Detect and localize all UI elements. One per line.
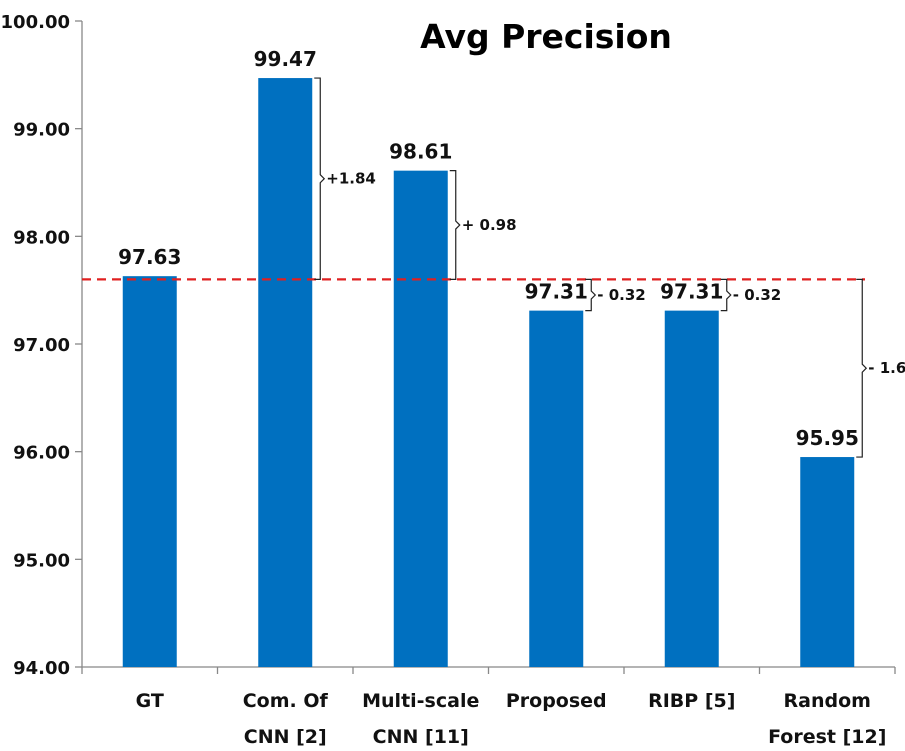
x-tick-label: Com. Of: [243, 690, 329, 712]
data-labels: 97.63 99.47 98.61 97.31 97.31 95.95: [118, 47, 859, 450]
y-tick-label: 100.00: [1, 12, 70, 33]
x-tick-label: Forest [12]: [768, 726, 886, 748]
y-tick-label: 95.00: [13, 550, 70, 571]
x-tick-labels: GT Com. Of CNN [2] Multi-scale CNN [11] Propo…: [136, 690, 887, 748]
bar: [258, 78, 313, 667]
x-tick-label: GT: [136, 690, 164, 712]
x-tick-label: Proposed: [506, 690, 607, 712]
x-tick-label: CNN [2]: [244, 726, 327, 748]
x-tick-label: CNN [11]: [373, 726, 469, 748]
data-label: 99.47: [254, 47, 317, 71]
bar: [393, 170, 448, 667]
x-tick-label: Random: [784, 690, 871, 712]
bar: [122, 276, 177, 667]
difference-annotations: +1.84 + 0.98 - 0.32 - 0.32 - 1.68: [314, 77, 905, 458]
y-tick-label: 99.00: [13, 120, 70, 141]
y-tick-label: 98.00: [13, 227, 70, 248]
x-tick-label: RIBP [5]: [648, 690, 735, 712]
bar: [800, 457, 855, 667]
difference-4-label: - 0.32: [733, 286, 781, 304]
difference-2-brace: [449, 170, 461, 280]
difference-1-label: +1.84: [326, 170, 376, 188]
difference-5-brace: [856, 278, 868, 458]
data-label: 97.31: [660, 280, 723, 304]
data-label: 98.61: [389, 140, 452, 164]
difference-2-label: + 0.98: [462, 216, 517, 234]
x-tick-label: Multi-scale: [362, 690, 479, 712]
y-tick-label: 97.00: [13, 335, 70, 356]
difference-3-brace: [585, 278, 597, 312]
y-tick-label: 94.00: [13, 658, 70, 679]
axes: 94.00 95.00 96.00 97.00 98.00 99.00 100.00: [1, 12, 896, 679]
bar: [529, 310, 584, 667]
difference-4-brace: [720, 278, 732, 312]
bars: [122, 78, 855, 667]
difference-1-brace: [314, 77, 326, 280]
difference-3-label: - 0.32: [597, 286, 645, 304]
data-label: 97.31: [525, 280, 588, 304]
data-label: 95.95: [796, 426, 859, 450]
data-label: 97.63: [118, 245, 181, 269]
chart-title: Avg Precision: [420, 17, 672, 56]
y-tick-label: 96.00: [13, 443, 70, 464]
difference-5-label: - 1.68: [868, 359, 905, 377]
bar: [664, 310, 719, 667]
